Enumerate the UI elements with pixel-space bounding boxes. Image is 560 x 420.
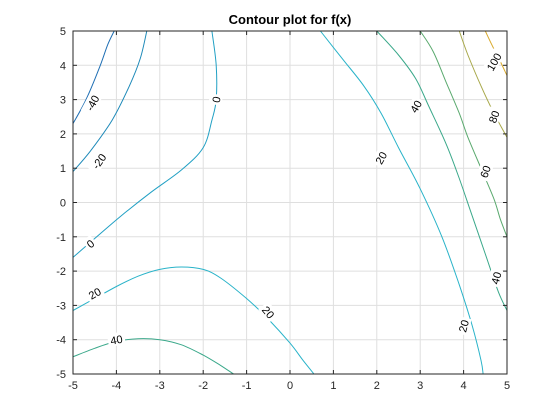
y-tick-label: 5	[60, 26, 66, 38]
contour-line-level--40	[72, 30, 115, 124]
contour-line-level-40	[72, 338, 234, 375]
y-tick-label: -5	[56, 369, 66, 381]
contour-label: 20	[258, 301, 280, 323]
y-tick-label: -3	[56, 300, 66, 312]
y-tick-label: 0	[60, 198, 66, 210]
y-axis-ticks: -5 -4 -3 -2 -1 0 1 2 3 4 5	[56, 26, 507, 381]
contour-label: 40	[405, 95, 426, 117]
y-tick-label: -4	[56, 335, 66, 347]
contour-label: 80	[484, 106, 503, 127]
contour-label-background	[258, 301, 280, 323]
x-tick-label: 1	[330, 380, 336, 392]
contour-label-text: 60	[479, 164, 494, 180]
contour-label-background	[370, 147, 391, 169]
contour-label: 0	[81, 234, 99, 252]
x-tick-label: 3	[417, 380, 423, 392]
contour-label-background	[405, 95, 426, 117]
x-tick-label: -1	[242, 380, 252, 392]
contour-label-background	[487, 267, 505, 288]
contour-label-text: 40	[109, 334, 123, 348]
contour-label-background	[208, 93, 224, 106]
contour-line-level--20	[72, 30, 148, 172]
x-tick-label: 5	[504, 380, 510, 392]
x-tick-label: 4	[461, 380, 467, 392]
contour-lines	[72, 30, 508, 375]
x-tick-label: -4	[112, 380, 122, 392]
contour-line-level-20	[320, 30, 484, 375]
x-tick-label: -3	[155, 380, 165, 392]
contour-line-level-80	[458, 30, 508, 138]
y-tick-label: 1	[60, 163, 66, 175]
x-tick-label: 0	[287, 380, 293, 392]
contour-label-background	[454, 315, 472, 336]
contour-label-background	[81, 234, 99, 252]
contour-label-text: 80	[487, 109, 502, 125]
contour-label: 20	[370, 147, 391, 169]
y-tick-label: 3	[60, 95, 66, 107]
y-tick-label: 2	[60, 129, 66, 141]
contour-label-text: 20	[457, 319, 472, 334]
contour-label-text: 20	[374, 150, 391, 167]
contour-label-background	[83, 283, 106, 303]
contour-label-text: 40	[409, 99, 426, 116]
contour-line-level-20	[72, 266, 315, 375]
contour-label-text: 40	[490, 271, 505, 286]
x-tick-label: 2	[374, 380, 380, 392]
x-axis-ticks: -5 -4 -3 -2 -1 0 1 2 3 4 5	[68, 31, 510, 392]
contour-label-background	[482, 48, 506, 76]
contour-label-background	[86, 147, 111, 175]
chart-title: Contour plot for f(x)	[229, 12, 352, 27]
contour-label: 0	[208, 93, 224, 106]
x-tick-label: -5	[68, 380, 78, 392]
contour-label-background	[80, 89, 104, 117]
contour-label: 40	[487, 267, 505, 288]
y-tick-label: -1	[56, 232, 66, 244]
contour-label: 60	[475, 161, 494, 182]
contour-line-level-0	[72, 30, 218, 258]
contour-label-background	[484, 106, 503, 127]
contour-label: 20	[454, 315, 472, 336]
contour-label-background	[106, 331, 126, 348]
contour-label: 20	[83, 283, 106, 303]
contour-label-text: 0	[211, 96, 224, 104]
contour-label-background	[475, 161, 494, 182]
contour-label-text: 20	[87, 286, 104, 303]
y-tick-label: 4	[60, 60, 66, 72]
contour-label: 100	[482, 48, 506, 76]
x-tick-label: -2	[198, 380, 208, 392]
y-tick-label: -2	[56, 266, 66, 278]
contour-line-level-60	[419, 30, 508, 237]
contour-label: 40	[106, 331, 126, 348]
